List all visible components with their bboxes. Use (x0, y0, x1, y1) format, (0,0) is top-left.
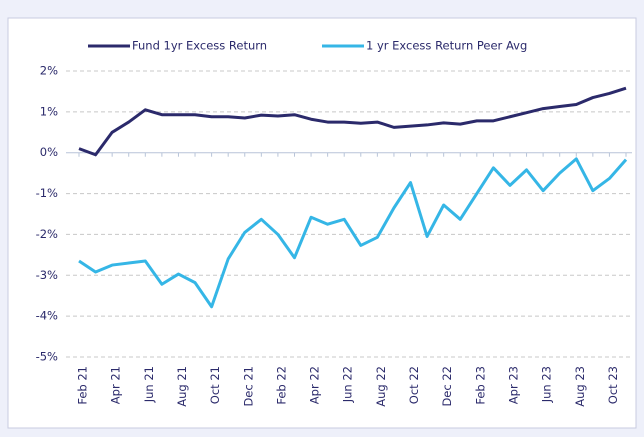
x-tick-label: Apr 23 (506, 366, 520, 404)
x-tick-label: Aug 21 (175, 366, 189, 407)
y-tick-label: 1% (40, 104, 58, 118)
x-tick-label: Feb 22 (274, 366, 288, 405)
x-tick-label: Feb 23 (473, 366, 487, 405)
x-tick-label: Aug 23 (573, 366, 587, 407)
x-tick-label: Jun 21 (142, 366, 156, 403)
series-line (78, 157, 628, 309)
x-tick-label: Jun 23 (540, 366, 554, 403)
legend-label: Fund 1yr Excess Return (132, 39, 267, 53)
y-tick-label: 2% (40, 64, 58, 78)
y-tick-label: 0% (40, 145, 58, 159)
series-line (78, 86, 627, 157)
x-tick-label: Dec 21 (241, 366, 255, 407)
x-tick-label: Aug 22 (374, 366, 388, 407)
x-tick-label: Apr 22 (308, 366, 322, 404)
x-tick-label: Oct 23 (606, 366, 620, 404)
x-tick-label: Oct 21 (208, 366, 222, 404)
x-tick-label: Jun 22 (341, 366, 355, 403)
y-tick-label: -3% (36, 268, 58, 282)
x-tick-label: Dec 22 (440, 366, 454, 407)
y-tick-label: -4% (36, 309, 58, 323)
y-tick-label: -1% (36, 186, 58, 200)
y-tick-label: -5% (36, 350, 58, 364)
legend-label: 1 yr Excess Return Peer Avg (366, 39, 527, 53)
y-tick-label: -2% (36, 227, 58, 241)
x-tick-label: Feb 21 (76, 366, 90, 405)
x-tick-label: Oct 22 (407, 366, 421, 404)
x-tick-label: Apr 21 (109, 366, 123, 404)
